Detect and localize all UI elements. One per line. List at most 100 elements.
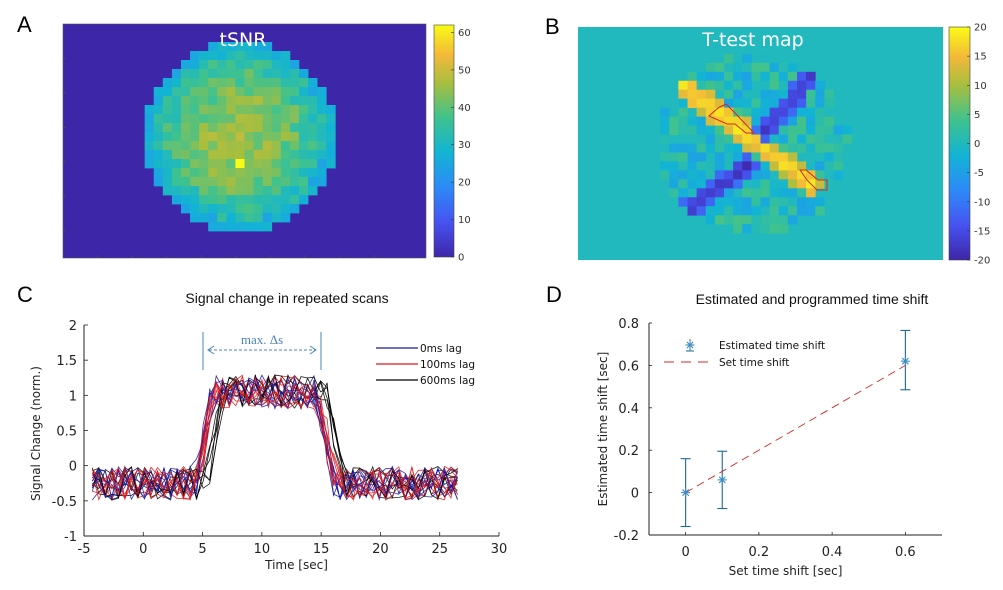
tsnr-pixel xyxy=(262,60,273,70)
tsnr-pixel xyxy=(153,123,164,133)
ttest-pixel xyxy=(769,134,780,144)
tsnr-pixel xyxy=(162,78,173,88)
tsnr-pixel xyxy=(144,123,155,133)
ttest-pixel xyxy=(797,98,807,109)
legend-label: Estimated time shift xyxy=(719,340,825,352)
tsnr-pixel xyxy=(235,132,245,142)
series-line-600ms-lag xyxy=(92,373,458,501)
ttest-pixel xyxy=(714,62,725,73)
ttest-pixel xyxy=(687,98,698,109)
ttest-pixel xyxy=(787,206,798,216)
tsnr-pixel xyxy=(244,51,254,61)
tsnr-pixel xyxy=(308,87,318,97)
tsnr-pixel xyxy=(226,96,236,106)
ttest-pixel xyxy=(733,143,743,153)
tsnr-pixel xyxy=(171,105,182,115)
ttest-pixel xyxy=(842,134,853,144)
chart-c-legend: 0ms lag 100ms lag 600ms lag xyxy=(376,343,475,387)
tsnr-heatmap xyxy=(63,24,426,258)
ttest-pixel xyxy=(714,152,725,162)
ttest-pixel xyxy=(778,179,789,189)
ttest-pixel xyxy=(696,98,707,109)
tsnr-pixel xyxy=(253,168,264,178)
tsnr-pixel xyxy=(180,96,191,106)
ttest-pixel xyxy=(678,116,688,126)
tsnr-pixel xyxy=(226,42,236,52)
ttest-map-panel: T-test map 20 15 10 5 0 -5 -10 -15 -20 xyxy=(578,23,990,267)
tsnr-pixel xyxy=(271,141,282,151)
tsnr-pixel xyxy=(226,204,236,214)
tsnr-pixel xyxy=(162,123,173,133)
tsnr-pixel xyxy=(171,168,182,178)
tsnr-pixel xyxy=(235,186,245,196)
tsnr-pixel xyxy=(208,141,218,151)
ttest-pixel xyxy=(824,125,834,135)
ttest-pixel xyxy=(687,197,698,207)
y-tick-label: 0.4 xyxy=(618,402,639,417)
tsnr-pixel xyxy=(190,87,200,97)
tsnr-pixel xyxy=(298,105,309,115)
tsnr-pixel xyxy=(208,96,218,106)
tsnr-pixel xyxy=(262,87,273,97)
ttest-pixel xyxy=(705,188,716,198)
ttest-pixel xyxy=(678,197,688,207)
ttest-pixel xyxy=(678,152,688,162)
ttest-pixel xyxy=(778,71,789,82)
tsnr-pixel xyxy=(262,42,273,52)
tsnr-pixel xyxy=(208,204,218,214)
tsnr-pixel xyxy=(217,60,227,70)
tsnr-pixel xyxy=(253,150,264,160)
tsnr-pixel xyxy=(308,141,318,151)
tsnr-pixel xyxy=(217,177,227,187)
ttest-pixel xyxy=(742,62,752,73)
tsnr-pixel xyxy=(244,222,254,232)
ttest-pixel xyxy=(660,107,670,118)
tsnr-pixel xyxy=(326,123,336,133)
tsnr-pixel xyxy=(289,60,300,70)
ttest-pixel xyxy=(742,215,752,225)
tsnr-pixel xyxy=(144,114,155,124)
ttest-pixel xyxy=(760,98,771,109)
tsnr-pixel xyxy=(235,42,245,52)
ttest-pixel xyxy=(714,179,725,189)
ttest-pixel xyxy=(696,197,707,207)
tsnr-pixel xyxy=(326,105,336,115)
tsnr-pixel xyxy=(253,69,264,79)
ttest-pixel xyxy=(797,116,807,126)
tsnr-pixel xyxy=(208,177,218,187)
ttest-pixel xyxy=(778,143,789,153)
ttest-pixel xyxy=(714,215,725,225)
tsnr-pixel xyxy=(208,105,218,115)
tsnr-pixel xyxy=(308,132,318,142)
ttest-pixel xyxy=(806,143,816,153)
tsnr-pixel xyxy=(289,186,300,196)
tsnr-pixel xyxy=(190,204,200,214)
tsnr-pixel xyxy=(253,195,264,205)
ttest-pixel xyxy=(742,188,752,198)
chart-d-legend: Estimated time shift Set time shift xyxy=(664,339,825,369)
ttest-pixel xyxy=(806,71,816,82)
tsnr-pixel xyxy=(171,195,182,205)
tsnr-pixel xyxy=(308,168,318,178)
tsnr-pixel xyxy=(217,150,227,160)
ttest-pixel xyxy=(778,152,789,162)
tsnr-pixel xyxy=(262,159,273,169)
chart-d-axes: 0 0.2 0.4 0.6 -0.2 0 0.2 0.4 0.6 0.8 Set time shif… xyxy=(596,317,942,578)
tsnr-pixel xyxy=(271,168,282,178)
tsnr-pixel xyxy=(262,69,273,79)
ttest-pixel xyxy=(778,170,789,180)
ttest-pixel xyxy=(696,188,707,198)
tsnr-pixel xyxy=(289,78,300,88)
tsnr-pixel xyxy=(271,78,282,88)
ttest-pixel xyxy=(678,80,688,91)
series-line-0ms-lag xyxy=(91,379,458,501)
ttest-pixel xyxy=(769,98,780,109)
ttest-pixel xyxy=(733,206,743,216)
tsnr-pixel xyxy=(190,159,200,169)
ttest-pixel xyxy=(687,116,698,126)
tsnr-pixel xyxy=(217,186,227,196)
tsnr-pixel xyxy=(262,96,273,106)
tsnr-map-frame xyxy=(62,23,427,259)
tsnr-pixel xyxy=(280,60,291,70)
ttest-pixel xyxy=(751,170,761,180)
